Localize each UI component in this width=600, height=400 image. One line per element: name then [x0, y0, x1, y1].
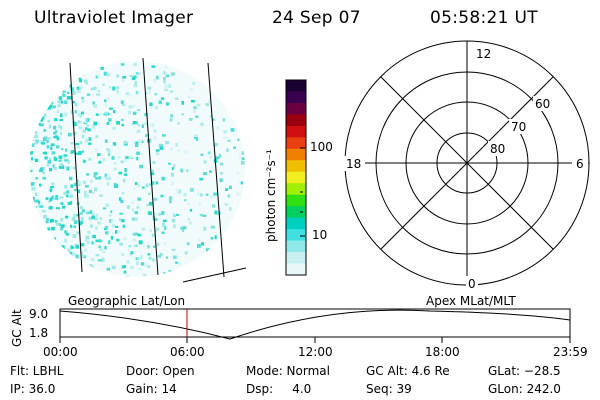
- colorbar-swatch: [286, 137, 306, 150]
- mlat-label-80: 80: [490, 142, 506, 156]
- apex-coord-title: Apex MLat/MLT: [426, 294, 516, 308]
- colorbar-swatch: [286, 183, 306, 196]
- colorbar-unit-label: photon cm⁻²s⁻¹: [264, 149, 278, 242]
- x-tick-label: 00:00: [43, 345, 78, 359]
- imager-disk: [29, 57, 247, 283]
- colorbar-swatch: [286, 206, 306, 219]
- instrument-title: Ultraviolet Imager: [34, 8, 194, 28]
- x-tick-label: 18:00: [425, 345, 460, 359]
- observation-time: 05:58:21 UT: [430, 8, 538, 28]
- status-ip: IP: 36.0: [10, 382, 56, 396]
- mlt-label-12: 12: [476, 47, 492, 61]
- colorbar-swatch: [286, 91, 306, 104]
- colorbar-swatch: [286, 171, 306, 184]
- colorbar-tick-label: 10: [312, 228, 328, 242]
- status-seq: Seq: 39: [366, 382, 412, 396]
- colorbar-swatch: [286, 252, 306, 265]
- colorbar-swatch: [286, 263, 306, 276]
- status-gc-alt: GC Alt: 4.6 Re: [366, 364, 450, 378]
- colorbar-swatch: [286, 240, 306, 253]
- status-glon: GLon: 242.0: [488, 382, 561, 396]
- colorbar-swatch: [286, 80, 306, 93]
- colorbar-swatch: [286, 229, 306, 242]
- mlt-label-6: 6: [576, 157, 584, 171]
- colorbar-swatch: [286, 160, 306, 173]
- mlat-label-60: 60: [535, 97, 551, 111]
- timeline-plot: [59, 308, 571, 343]
- status-dsp: Dsp: 4.0: [246, 382, 312, 396]
- colorbar-tick-label: 100: [310, 140, 333, 154]
- mlt-label-0: 0: [468, 277, 476, 291]
- x-tick-label: 12:00: [298, 345, 333, 359]
- geo-longitude-line: [142, 57, 159, 276]
- status-mode: Mode: Normal: [246, 364, 330, 378]
- geo-longitude-line: [69, 62, 83, 273]
- mlat-label-70: 70: [511, 120, 527, 134]
- timeline-y-label: GC Alt: [10, 309, 24, 347]
- y-top-label: 9.0: [29, 307, 49, 321]
- mlt-label-18: 18: [346, 157, 362, 171]
- colorbar-swatch: [286, 102, 306, 116]
- colorbar: [285, 79, 307, 276]
- geo-longitude-line: [207, 62, 225, 278]
- colorbar-frame: [285, 79, 307, 276]
- geo-coord-title: Geographic Lat/Lon: [68, 294, 186, 308]
- status-door: Door: Open: [126, 364, 195, 378]
- colorbar-swatch: [286, 148, 306, 161]
- observation-date: 24 Sep 07: [272, 8, 361, 28]
- status-gain: Gain: 14: [126, 382, 177, 396]
- status-glat: GLat: −28.5: [488, 364, 561, 378]
- colorbar-swatch: [286, 114, 306, 127]
- x-tick-label: 23:59: [553, 345, 588, 359]
- colorbar-swatch: [286, 217, 306, 230]
- y-bottom-label: 1.8: [29, 326, 49, 340]
- altitude-curve: [59, 309, 571, 340]
- polar-diagonal: [380, 76, 554, 250]
- colorbar-swatch: [286, 125, 306, 138]
- colorbar-ticks: [300, 147, 305, 237]
- polar-grid: [344, 40, 590, 286]
- status-filter: Flt: LBHL: [10, 364, 64, 378]
- colorbar-swatch: [286, 194, 306, 207]
- x-tick-label: 06:00: [170, 345, 205, 359]
- geo-latitude-line: [182, 267, 247, 283]
